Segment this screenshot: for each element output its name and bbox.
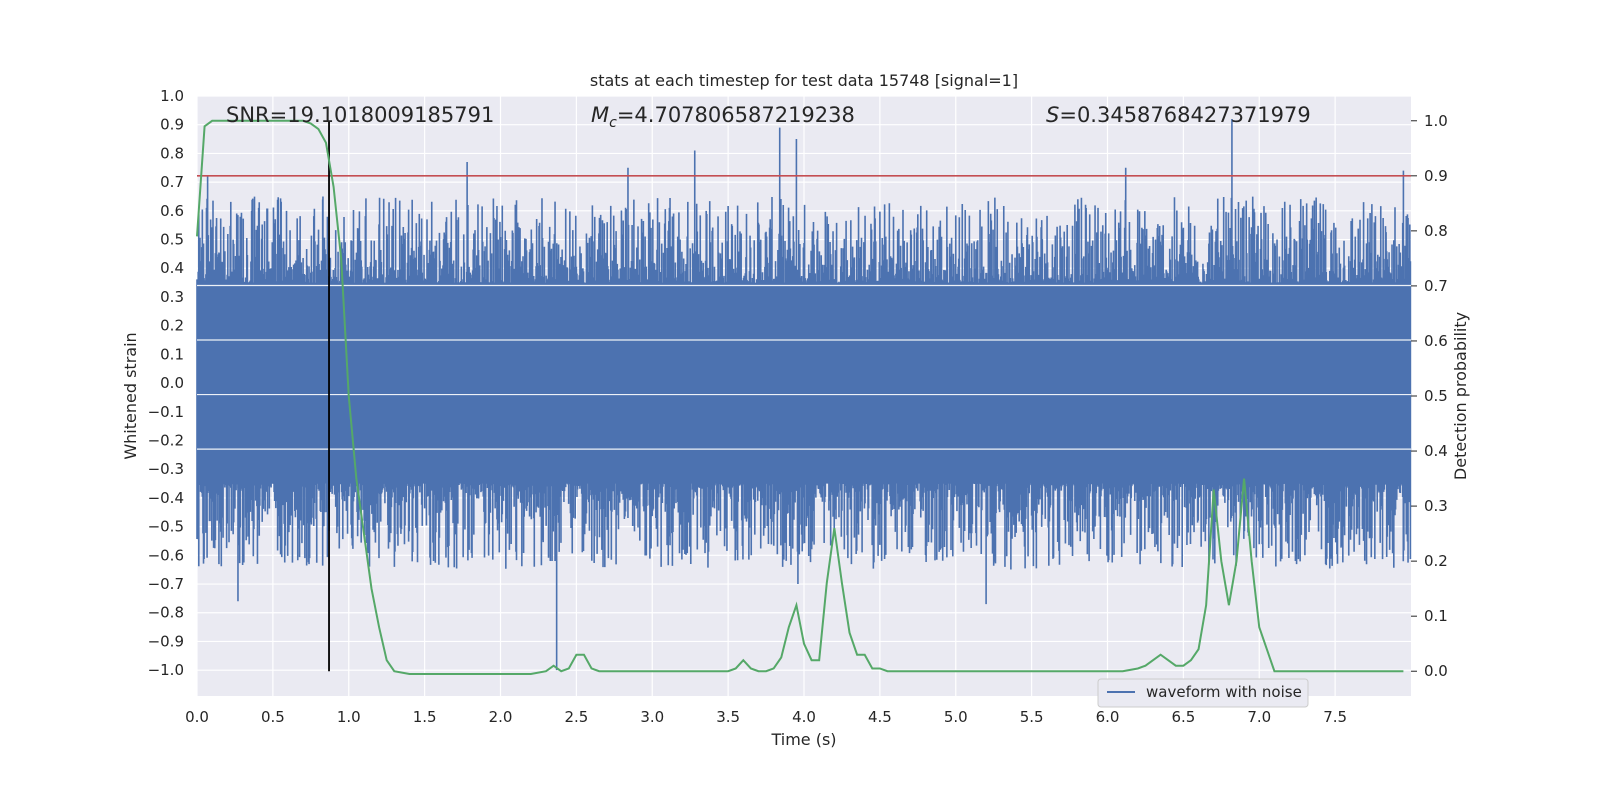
y-left-tick-label: −0.6 [148, 546, 184, 564]
x-tick-label: 3.5 [716, 708, 740, 726]
y-left-tick-label: 0.1 [160, 345, 184, 363]
y-left-tick-label: 0.3 [160, 288, 184, 306]
y-left-tick-label: −0.5 [148, 518, 184, 536]
y-left-tick-label: −0.8 [148, 604, 184, 622]
x-tick-label: 0.5 [261, 708, 285, 726]
y-left-tick-label: 0.7 [160, 173, 184, 191]
legend-label: waveform with noise [1146, 683, 1302, 701]
legend: waveform with noise [1097, 678, 1309, 708]
x-tick-label: 6.0 [1096, 708, 1120, 726]
x-tick-label: 2.5 [564, 708, 588, 726]
s-symbol: S [1046, 103, 1059, 127]
x-tick-label: 7.0 [1247, 708, 1271, 726]
y-left-tick-label: 0.9 [160, 116, 184, 134]
mc-subscript: c [609, 115, 617, 131]
probability-series [196, 119, 1404, 675]
x-tick-label: 4.5 [868, 708, 892, 726]
mc-value: =4.707806587219238 [617, 103, 855, 127]
y-axis-left-label: Whitened strain [121, 332, 140, 459]
y-axis-right-label: Detection probability [1451, 312, 1470, 480]
y-right-tick-label: 0.6 [1424, 332, 1448, 350]
y-left-tick-label: −0.9 [148, 632, 184, 650]
y-left-tick-label: 0.6 [160, 202, 184, 220]
y-left-tick-label: 0.8 [160, 144, 184, 162]
y-left-tick-label: 1.0 [160, 87, 184, 105]
x-tick-label: 2.0 [489, 708, 513, 726]
x-tick-label: 1.0 [337, 708, 361, 726]
y-right-tick-label: 0.8 [1424, 222, 1448, 240]
x-axis-label: Time (s) [770, 730, 836, 749]
y-left-tick-label: −0.2 [148, 431, 184, 449]
y-left-tick-label: 0.4 [160, 259, 184, 277]
legend-box [1097, 678, 1309, 708]
y-right-tick-label: 0.2 [1424, 552, 1448, 570]
y-right-tick-label: 0.5 [1424, 387, 1448, 405]
y-left-tick-label: 0.5 [160, 231, 184, 249]
waveform-series [196, 118, 1412, 671]
snr-annotation: SNR=19.1018009185791 [226, 103, 494, 127]
y-left-tick-label: −0.1 [148, 403, 184, 421]
x-tick-label: 1.5 [413, 708, 437, 726]
y-left-tick-label: −0.3 [148, 460, 184, 478]
x-tick-label: 3.0 [640, 708, 664, 726]
y-left-tick-label: −0.4 [148, 489, 184, 507]
y-left-tick-label: −0.7 [148, 575, 184, 593]
chirp-mass-annotation: Mc=4.707806587219238 [591, 103, 855, 131]
y-left-tick-label: 0.2 [160, 317, 184, 335]
y-right-tick-label: 0.9 [1424, 167, 1448, 185]
y-right-tick-label: 0.4 [1424, 442, 1448, 460]
y-left-tick-label: −1.0 [148, 661, 184, 679]
s-annotation: S=0.3458768427371979 [1046, 103, 1311, 127]
x-tick-label: 5.5 [1020, 708, 1044, 726]
x-tick-label: 7.5 [1323, 708, 1347, 726]
y-right-tick-label: 0.0 [1424, 662, 1448, 680]
chart-title: stats at each timestep for test data 157… [590, 71, 1018, 90]
x-tick-label: 0.0 [185, 708, 209, 726]
x-tick-label: 6.5 [1171, 708, 1195, 726]
x-tick-label: 4.0 [792, 708, 816, 726]
y-right-tick-label: 0.3 [1424, 497, 1448, 515]
y-axis-left-ticks: 1.0 0.9 0.8 0.7 0.6 0.5 0.4 0.3 0.2 0.1 0.0 −0.1 −0.… [148, 87, 184, 679]
waveform-band [197, 291, 1411, 475]
y-right-tick-label: 0.1 [1424, 607, 1448, 625]
x-tick-label: 5.0 [944, 708, 968, 726]
probability-line [196, 119, 1404, 675]
x-axis-ticks: 0.0 0.5 1.0 1.5 2.0 2.5 3.0 3.5 4.0 4.5 5.0 5.5 6.0 6… [185, 708, 1347, 726]
y-right-tick-label: 0.7 [1424, 277, 1448, 295]
mc-symbol: M [591, 103, 609, 127]
s-value: =0.3458768427371979 [1059, 103, 1310, 127]
y-right-tick-label: 1.0 [1424, 112, 1448, 130]
y-axis-right-ticks: 1.0 0.9 0.8 0.7 0.6 0.5 0.4 0.3 0.2 0.1 0.0 [1411, 112, 1448, 680]
y-left-tick-label: 0.0 [160, 374, 184, 392]
